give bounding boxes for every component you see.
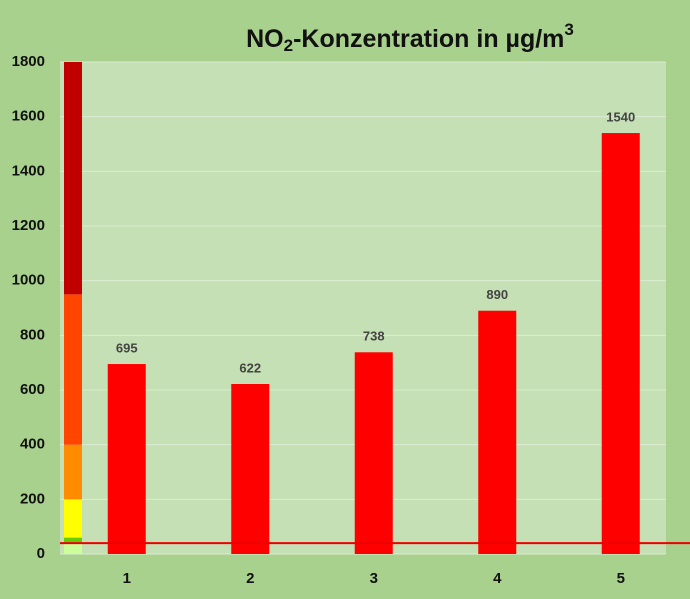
title-superscript: 3	[564, 20, 573, 39]
value-label: 890	[486, 287, 508, 302]
y-tick-label: 1400	[12, 162, 45, 179]
y-tick-label: 600	[20, 381, 45, 398]
x-tick-label: 4	[493, 570, 502, 587]
scale-band	[64, 444, 82, 500]
x-tick-label: 2	[246, 570, 254, 587]
y-tick-label: 200	[20, 490, 45, 507]
scale-band	[64, 294, 82, 445]
bar	[601, 133, 640, 555]
bar	[478, 310, 517, 554]
bar	[107, 364, 146, 554]
chart-title: NO2-Konzentration in µg/m3	[246, 20, 574, 55]
title-part: NO	[246, 25, 284, 53]
bar	[354, 352, 393, 554]
value-label: 738	[363, 329, 385, 344]
y-tick-label: 1600	[12, 108, 45, 125]
y-tick-label: 800	[20, 326, 45, 343]
value-label: 1540	[606, 110, 635, 125]
y-tick-label: 400	[20, 436, 45, 453]
x-tick-label: 5	[617, 570, 625, 587]
bar	[231, 383, 270, 554]
y-tick-label: 1800	[12, 53, 45, 70]
value-label: 695	[116, 340, 138, 355]
scale-band	[64, 543, 82, 554]
scale-band	[64, 499, 82, 538]
scale-band	[64, 62, 82, 295]
y-tick-label: 1200	[12, 217, 45, 234]
value-label: 622	[239, 360, 261, 375]
x-tick-label: 1	[123, 570, 131, 587]
y-tick-label: 1000	[12, 272, 45, 289]
title-subscript: 2	[284, 36, 293, 55]
y-tick-label: 0	[37, 545, 45, 562]
title-part: -Konzentration in µg/m	[293, 25, 564, 53]
x-tick-label: 3	[370, 570, 378, 587]
scale-band	[64, 537, 82, 544]
